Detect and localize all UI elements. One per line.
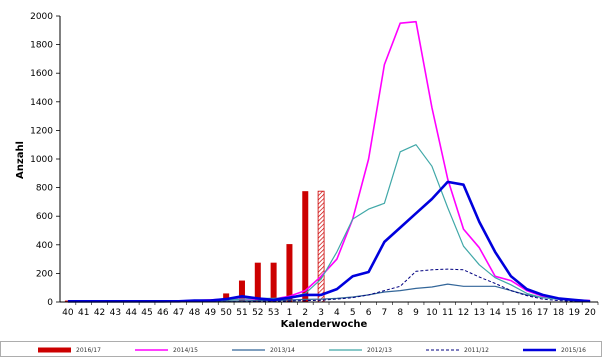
y-axis-ticks: 0 200 400 600 800 1000 1200 1400 1600 1800 2000 (30, 12, 60, 308)
x-tick-label: 10 (426, 308, 438, 318)
x-tick-label: 12 (458, 308, 469, 318)
bar (270, 262, 277, 302)
x-tick-label: 45 (141, 308, 152, 318)
x-tick-label: 17 (537, 308, 548, 318)
x-tick-label: 2 (302, 308, 308, 318)
bar (254, 262, 261, 302)
bar (317, 190, 325, 303)
y-tick-label: 200 (36, 269, 53, 279)
legend-label: 2011/12 (464, 347, 489, 354)
y-tick-label: 2000 (30, 12, 53, 22)
x-tick-label: 6 (366, 308, 372, 318)
x-tick-label: 51 (236, 308, 247, 318)
line-series-group (67, 20, 591, 303)
x-tick-label: 49 (205, 308, 217, 318)
legend: 2016/17 2014/15 2013/14 2012/13 2011/12 2015/… (0, 341, 602, 357)
x-tick-label: 50 (220, 308, 232, 318)
x-tick-label: 16 (521, 308, 533, 318)
bar (302, 191, 309, 302)
y-tick-label: 400 (36, 241, 53, 251)
legend-swatch (38, 347, 71, 353)
x-tick-label: 9 (413, 308, 419, 318)
legend-label: 2012/13 (367, 347, 392, 354)
y-tick-label: 1400 (30, 98, 53, 108)
x-tick-label: 43 (110, 308, 121, 318)
y-tick-label: 1000 (30, 155, 53, 165)
legend-label: 2014/15 (173, 347, 198, 354)
x-tick-label: 44 (125, 308, 137, 318)
x-tick-label: 15 (505, 308, 516, 318)
x-tick-label: 53 (268, 308, 279, 318)
x-tick-label: 13 (474, 308, 485, 318)
x-tick-label: 3 (318, 308, 324, 318)
y-axis-title: Anzahl (15, 141, 26, 179)
x-tick-label: 1 (287, 308, 293, 318)
x-tick-label: 18 (553, 308, 565, 318)
y-tick-label: 1200 (30, 126, 53, 136)
x-tick-label: 41 (78, 308, 89, 318)
y-tick-label: 800 (36, 184, 53, 194)
x-tick-label: 7 (382, 308, 388, 318)
bar (238, 280, 245, 302)
y-tick-label: 1800 (30, 41, 53, 51)
x-tick-label: 42 (94, 308, 105, 318)
y-tick-label: 600 (36, 212, 53, 222)
x-tick-label: 52 (252, 308, 263, 318)
x-tick-label: 11 (442, 308, 453, 318)
y-tick-label: 1600 (30, 69, 53, 79)
x-tick-label: 48 (189, 308, 201, 318)
x-tick-label: 19 (569, 308, 581, 318)
series-line (67, 180, 591, 303)
bar (223, 293, 230, 302)
x-tick-label: 46 (157, 308, 169, 318)
x-tick-label: 47 (173, 308, 184, 318)
legend-frame (0, 341, 602, 357)
legend-label: 2016/17 (76, 347, 101, 354)
legend-label: 2015/16 (561, 347, 586, 354)
x-tick-label: 14 (489, 308, 501, 318)
x-axis-ticks: 40 41 42 43 44 45 46 47 48 49 50 51 52 53 1 2 3 4 5 6 7 8 9 10 1… (62, 302, 599, 318)
x-tick-label: 40 (62, 308, 74, 318)
bar (286, 244, 293, 302)
x-tick-label: 8 (397, 308, 403, 318)
x-axis-title: Kalenderwoche (281, 319, 368, 330)
legend-label: 2013/14 (270, 347, 295, 354)
x-tick-label: 20 (584, 308, 596, 318)
bar-series-2016-17 (64, 190, 325, 303)
axes (59, 16, 598, 303)
y-tick-label: 0 (47, 298, 53, 308)
x-tick-label: 5 (350, 308, 356, 318)
series-line (67, 20, 591, 303)
x-tick-label: 4 (334, 308, 340, 318)
